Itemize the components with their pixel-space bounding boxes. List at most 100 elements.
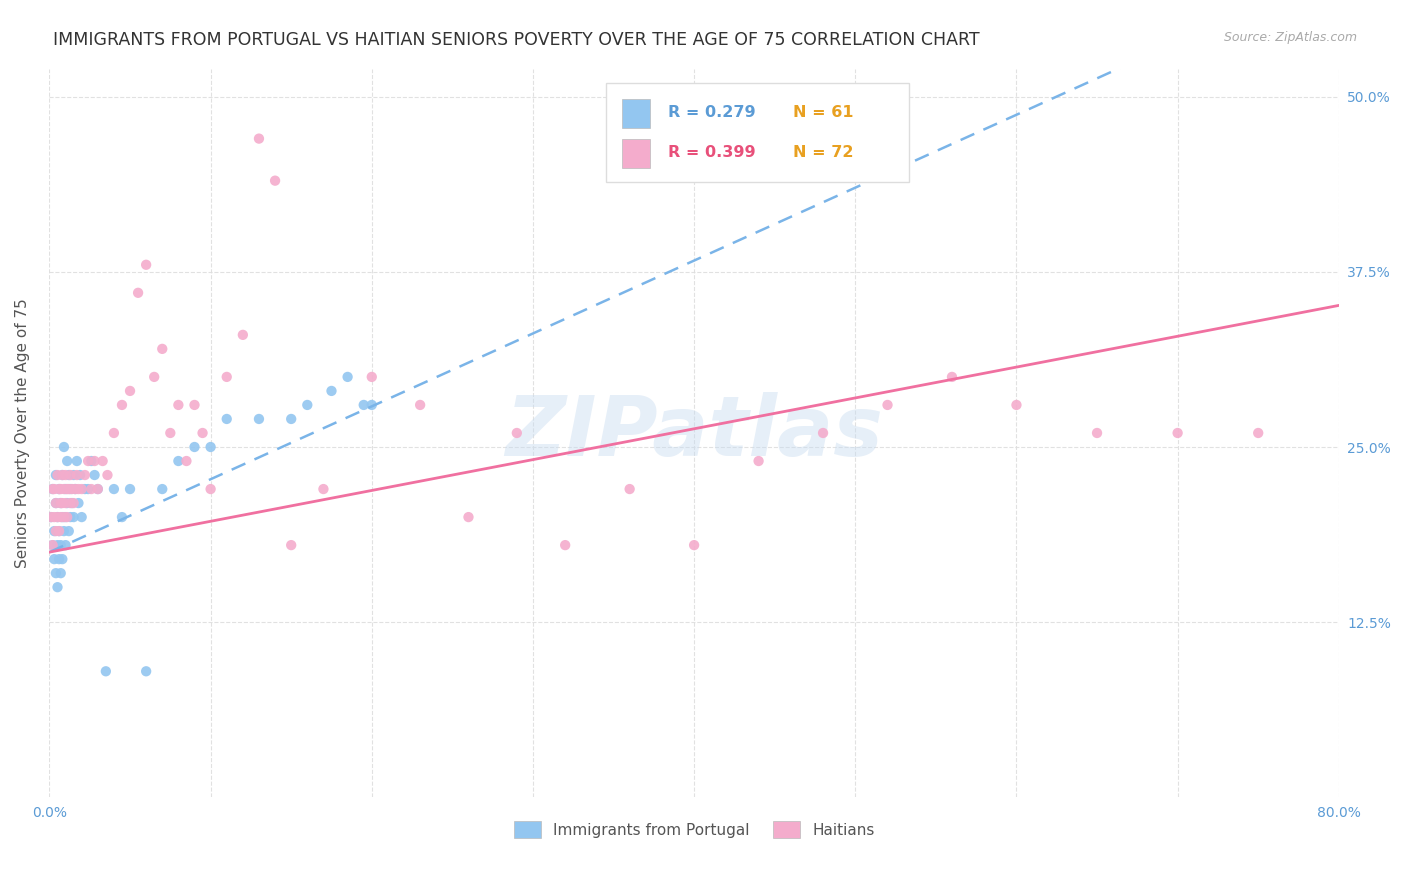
Point: [457, 510, 479, 524]
Point: [73, 468, 96, 483]
Point: [56, 510, 79, 524]
Point: [554, 538, 576, 552]
Point: [55, 510, 77, 524]
Point: [91, 454, 114, 468]
Point: [55, 538, 77, 552]
Point: [264, 174, 287, 188]
Point: [51, 468, 73, 483]
Point: [56, 482, 79, 496]
Text: R = 0.399: R = 0.399: [668, 145, 756, 160]
Text: N = 61: N = 61: [793, 104, 853, 120]
Point: [80, 482, 103, 496]
Point: [748, 454, 770, 468]
Point: [49, 510, 72, 524]
Point: [52, 482, 75, 496]
Point: [135, 665, 157, 679]
FancyBboxPatch shape: [606, 83, 910, 181]
FancyBboxPatch shape: [621, 139, 651, 169]
Point: [150, 482, 173, 496]
Point: [103, 425, 125, 440]
Point: [118, 384, 141, 398]
Point: [80, 454, 103, 468]
Point: [247, 131, 270, 145]
Point: [83, 468, 105, 483]
Point: [70, 510, 93, 524]
Point: [39, 510, 62, 524]
Point: [67, 496, 90, 510]
Point: [44, 482, 66, 496]
Point: [70, 482, 93, 496]
Point: [73, 482, 96, 496]
Point: [52, 510, 75, 524]
Point: [87, 482, 110, 496]
Point: [143, 370, 166, 384]
Point: [46, 510, 69, 524]
Point: [59, 496, 82, 510]
Point: [60, 482, 83, 496]
Point: [65, 482, 87, 496]
Point: [280, 538, 302, 552]
Point: [312, 482, 335, 496]
Point: [66, 454, 89, 468]
Point: [62, 468, 84, 483]
Point: [66, 468, 89, 483]
Point: [55, 468, 77, 483]
Point: [200, 482, 222, 496]
Point: [360, 370, 382, 384]
Point: [41, 482, 63, 496]
Point: [215, 370, 238, 384]
Point: [52, 440, 75, 454]
Point: [280, 412, 302, 426]
Point: [297, 398, 319, 412]
Point: [46, 468, 69, 483]
Point: [41, 482, 63, 496]
Point: [111, 398, 134, 412]
Point: [45, 468, 67, 483]
Point: [51, 496, 73, 510]
Point: [58, 482, 80, 496]
Text: Source: ZipAtlas.com: Source: ZipAtlas.com: [1223, 31, 1357, 45]
Text: R = 0.279: R = 0.279: [668, 104, 756, 120]
Point: [506, 425, 529, 440]
Point: [59, 510, 82, 524]
Point: [876, 398, 898, 412]
Point: [46, 580, 69, 594]
Point: [77, 482, 100, 496]
Point: [69, 468, 91, 483]
Point: [941, 370, 963, 384]
Point: [167, 398, 190, 412]
Point: [44, 510, 66, 524]
Point: [51, 468, 73, 483]
Point: [200, 440, 222, 454]
Point: [49, 566, 72, 581]
Point: [48, 552, 70, 566]
Text: N = 72: N = 72: [793, 145, 853, 160]
Point: [59, 482, 82, 496]
Point: [65, 482, 87, 496]
Point: [45, 566, 67, 581]
Point: [191, 425, 214, 440]
Point: [96, 468, 118, 483]
Point: [247, 412, 270, 426]
Point: [56, 454, 79, 468]
Text: IMMIGRANTS FROM PORTUGAL VS HAITIAN SENIORS POVERTY OVER THE AGE OF 75 CORRELATI: IMMIGRANTS FROM PORTUGAL VS HAITIAN SENI…: [53, 31, 980, 49]
Point: [39, 510, 62, 524]
Point: [183, 398, 205, 412]
Point: [45, 496, 67, 510]
Point: [44, 524, 66, 538]
Point: [62, 496, 84, 510]
Point: [1085, 425, 1108, 440]
Point: [49, 496, 72, 510]
Point: [183, 440, 205, 454]
Point: [51, 552, 73, 566]
Point: [67, 482, 90, 496]
Point: [321, 384, 343, 398]
Point: [58, 524, 80, 538]
Point: [232, 327, 254, 342]
Point: [55, 496, 77, 510]
Point: [619, 482, 641, 496]
Point: [77, 454, 100, 468]
Point: [48, 524, 70, 538]
Point: [135, 258, 157, 272]
Point: [111, 510, 134, 524]
